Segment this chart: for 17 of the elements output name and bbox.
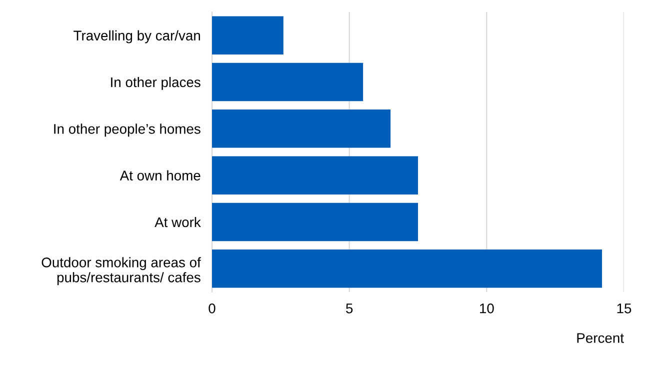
x-tick-label: 5 [346, 304, 353, 314]
x-tick-label: 15 [617, 304, 632, 314]
y-tick-label: Outdoor smoking areas of pubs/restaurants/ cafes [42, 257, 201, 286]
x-axis-title: Percent [577, 333, 624, 343]
y-tick-label: In other places [111, 76, 200, 90]
bar [212, 16, 284, 54]
bar [212, 62, 364, 102]
bar [212, 156, 418, 194]
bar [212, 250, 602, 288]
y-tick-label: Travelling by car/van [74, 30, 200, 44]
x-tick-label: 0 [208, 303, 216, 314]
y-tick-label: At own home [120, 170, 200, 181]
y-tick-label: At work [154, 216, 201, 228]
bar [212, 202, 418, 242]
bar [212, 110, 391, 148]
y-tick-label: In other people’s homes [54, 124, 200, 137]
x-tick-label: 10 [480, 303, 494, 314]
